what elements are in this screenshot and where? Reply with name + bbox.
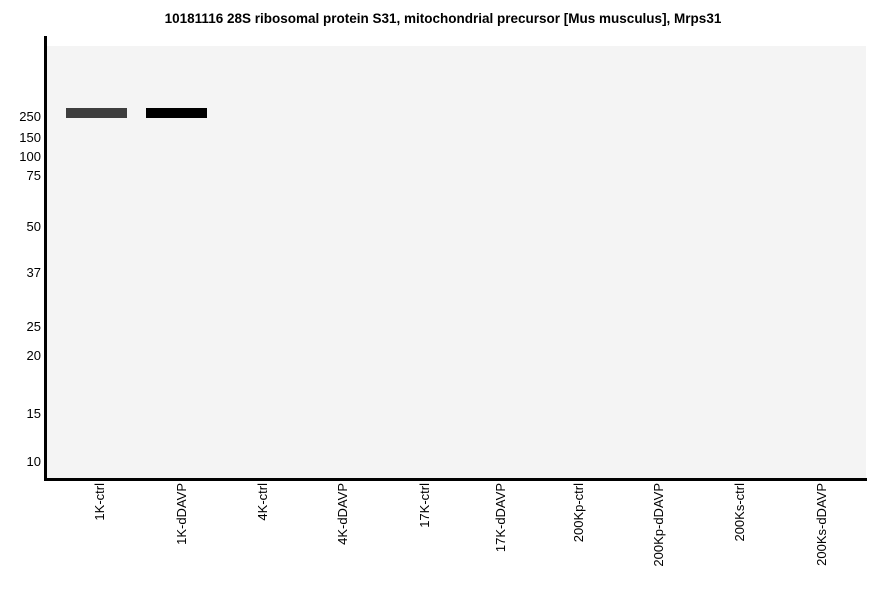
y-axis-tick-label: 75	[26, 168, 41, 183]
x-axis-line	[44, 478, 867, 481]
x-axis-lane-label: 200Kp-ctrl	[571, 483, 586, 543]
y-axis-tick-label: 20	[26, 348, 41, 363]
y-axis-tick-label: 37	[26, 265, 41, 280]
x-axis-lane-label: 200Kp-dDAVP	[651, 483, 666, 567]
y-axis-tick-label: 100	[19, 149, 41, 164]
y-axis-tick-label: 150	[19, 130, 41, 145]
y-axis-tick-label: 250	[19, 109, 41, 124]
y-axis-tick-label: 50	[26, 219, 41, 234]
x-axis-lane-label: 4K-dDAVP	[335, 483, 350, 545]
x-axis-lane-label: 17K-ctrl	[417, 483, 432, 528]
protein-band	[66, 108, 127, 118]
y-axis-tick-label: 15	[26, 406, 41, 421]
protein-band	[146, 108, 207, 118]
x-axis-lane-label: 200Ks-ctrl	[732, 483, 747, 542]
x-axis-lane-label: 4K-ctrl	[255, 483, 270, 521]
x-axis-lane-label: 1K-ctrl	[92, 483, 107, 521]
y-axis-tick-label: 25	[26, 319, 41, 334]
x-axis-lane-label: 200Ks-dDAVP	[814, 483, 829, 566]
plot-area	[47, 46, 866, 478]
x-axis-lane-label: 1K-dDAVP	[174, 483, 189, 545]
y-axis-line	[44, 36, 47, 481]
chart-title: 10181116 28S ribosomal protein S31, mito…	[164, 11, 722, 26]
y-axis-tick-label: 10	[26, 454, 41, 469]
x-axis-lane-label: 17K-dDAVP	[493, 483, 508, 553]
